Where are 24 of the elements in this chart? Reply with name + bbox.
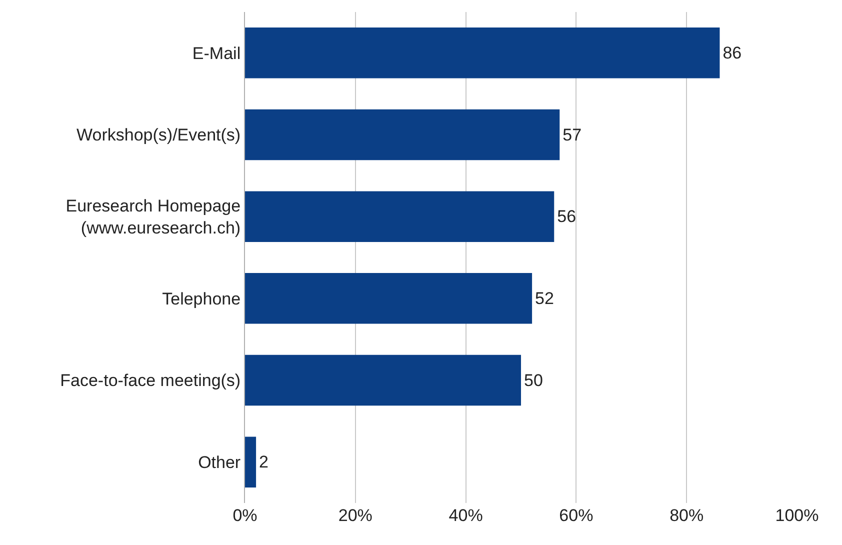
x-tick-label: 100% [775,506,819,525]
bar [245,109,560,160]
data-label: 56 [557,207,576,226]
y-tick-label: Workshop(s)/Event(s) [76,126,241,145]
data-label: 86 [722,43,742,62]
x-tick-label: 0% [232,506,258,525]
y-tick-label: Euresearch Homepage (www.euresearch.ch) [66,196,241,238]
bar [245,436,256,488]
bar [245,28,720,78]
bar [245,191,554,242]
x-tick-label: 60% [559,506,594,525]
y-tick-label: Face-to-face meeting(s) [60,371,241,390]
data-label: 57 [562,125,582,144]
x-tick-label: 20% [338,506,372,525]
data-label: 52 [535,288,554,308]
bar [245,354,521,406]
y-tick-label: Telephone [162,289,241,308]
data-label: 50 [524,370,543,390]
y-tick-label: Other [198,453,241,472]
data-label: 2 [259,452,269,472]
x-tick-label: 40% [448,506,483,525]
y-tick-label: E-Mail [192,44,241,63]
bar [245,273,532,324]
x-tick-label: 80% [670,506,704,525]
